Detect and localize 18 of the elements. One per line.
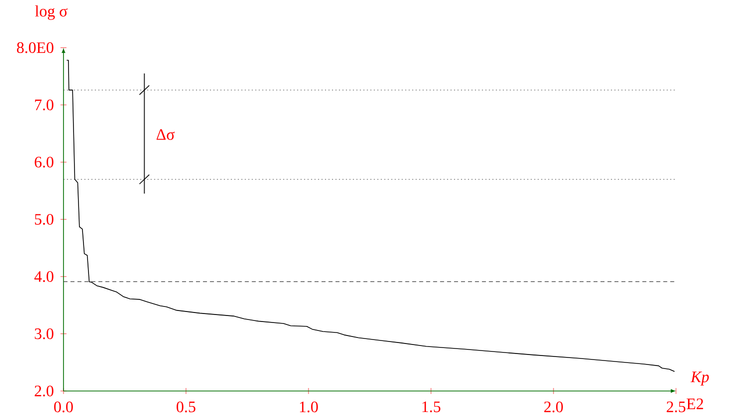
x-tick-label: 1.0	[300, 402, 318, 412]
annotation: Δσ	[156, 129, 175, 140]
y-tick-label: 6.0	[34, 156, 54, 168]
y-tick-label: 2.0	[34, 386, 54, 396]
y-axis-title: log σ	[35, 5, 68, 20]
y-tick-label: 3.0	[34, 328, 54, 340]
y-tick-label: 5.0	[34, 214, 54, 225]
y-tick-label: 7.0	[35, 100, 54, 110]
x-tick-label: 0.0	[54, 402, 73, 412]
y-tick-label: 8.0E0	[16, 42, 54, 54]
x-tick-label: 2.5	[666, 402, 686, 412]
x-tick-label: 2.0	[544, 402, 563, 412]
text: E2	[686, 398, 704, 410]
line-series	[66, 60, 675, 372]
y-tick-label: 4.0	[34, 271, 54, 282]
x-axis-title: Kp	[690, 372, 709, 386]
x-tick-label: 1.5	[422, 402, 440, 412]
x-tick-label: 0.5	[176, 402, 196, 412]
